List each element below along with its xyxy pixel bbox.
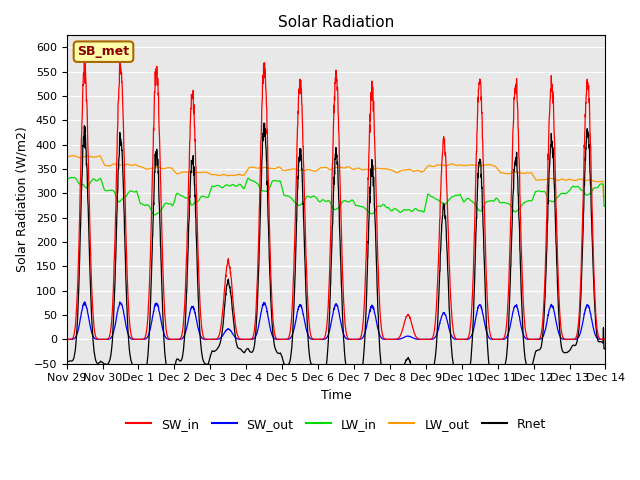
LW_out <box>493 165 500 171</box>
SW_out <box>554 327 562 333</box>
SW_in <box>63 336 70 342</box>
Rnet <box>420 378 428 384</box>
Y-axis label: Solar Radiation (W/m2): Solar Radiation (W/m2) <box>15 127 28 272</box>
LW_in <box>554 194 562 200</box>
SW_out <box>116 299 124 305</box>
LW_in <box>493 195 500 201</box>
SW_out <box>352 336 360 342</box>
LW_out <box>63 154 70 160</box>
SW_in <box>352 336 360 342</box>
Rnet <box>352 373 360 379</box>
SW_in <box>569 336 577 342</box>
Title: Solar Radiation: Solar Radiation <box>278 15 394 30</box>
LW_out <box>364 167 371 172</box>
Line: Rnet: Rnet <box>67 123 605 381</box>
Text: SB_met: SB_met <box>77 45 129 58</box>
Line: SW_in: SW_in <box>67 59 605 339</box>
LW_out <box>213 172 221 178</box>
SW_in <box>364 210 371 216</box>
Rnet <box>570 342 577 348</box>
LW_in <box>150 212 158 218</box>
LW_out <box>569 178 577 183</box>
Rnet <box>260 120 268 126</box>
SW_out <box>602 336 609 342</box>
Rnet <box>554 300 562 306</box>
LW_in <box>602 204 609 209</box>
Rnet <box>213 347 221 352</box>
SW_out <box>63 336 70 342</box>
SW_in <box>213 336 221 341</box>
Rnet <box>63 359 70 365</box>
Rnet <box>493 367 500 372</box>
LW_out <box>554 178 562 183</box>
SW_out <box>364 320 371 325</box>
LW_out <box>95 153 103 158</box>
Line: LW_in: LW_in <box>67 178 605 215</box>
LW_out <box>602 194 609 200</box>
LW_in <box>570 183 577 189</box>
Line: LW_out: LW_out <box>67 156 605 197</box>
LW_out <box>352 166 360 172</box>
Line: SW_out: SW_out <box>67 302 605 339</box>
SW_in <box>554 269 562 275</box>
LW_in <box>63 176 70 182</box>
SW_in <box>116 56 124 61</box>
LW_in <box>352 203 360 208</box>
LW_in <box>67 175 74 180</box>
SW_out <box>493 336 500 342</box>
Rnet <box>364 268 371 274</box>
LW_out <box>600 194 607 200</box>
LW_in <box>364 208 371 214</box>
SW_out <box>569 336 577 342</box>
SW_in <box>602 336 609 342</box>
Rnet <box>602 346 609 352</box>
Legend: SW_in, SW_out, LW_in, LW_out, Rnet: SW_in, SW_out, LW_in, LW_out, Rnet <box>121 413 551 436</box>
X-axis label: Time: Time <box>321 389 351 402</box>
SW_out <box>213 336 221 342</box>
LW_in <box>214 182 221 188</box>
SW_in <box>493 336 500 342</box>
